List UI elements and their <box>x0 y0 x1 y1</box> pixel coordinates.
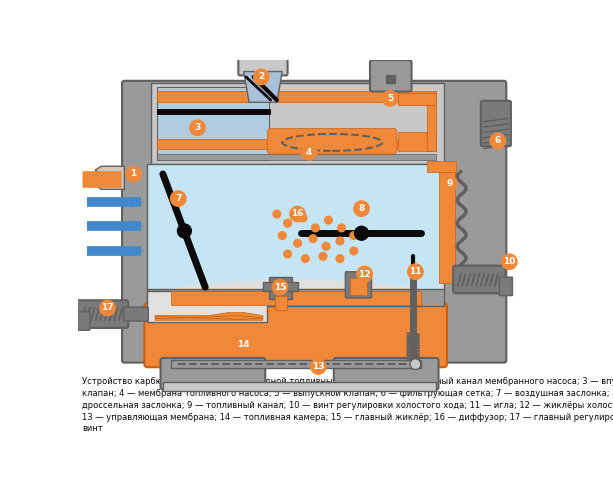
Polygon shape <box>244 72 282 102</box>
Circle shape <box>410 359 421 370</box>
Bar <box>158 91 436 102</box>
Text: 8: 8 <box>359 204 365 213</box>
FancyBboxPatch shape <box>145 304 447 367</box>
FancyBboxPatch shape <box>453 266 506 293</box>
Bar <box>158 140 436 148</box>
Text: 15: 15 <box>273 282 286 292</box>
Text: 11: 11 <box>409 267 422 276</box>
Circle shape <box>336 237 344 245</box>
Circle shape <box>350 232 357 239</box>
Circle shape <box>408 264 423 280</box>
FancyBboxPatch shape <box>161 358 265 390</box>
Circle shape <box>299 214 307 222</box>
Circle shape <box>490 133 506 148</box>
Text: 17: 17 <box>101 304 114 312</box>
FancyBboxPatch shape <box>151 83 444 164</box>
FancyBboxPatch shape <box>334 358 438 390</box>
Circle shape <box>278 232 286 239</box>
Circle shape <box>357 266 372 282</box>
Circle shape <box>354 226 368 240</box>
Bar <box>350 278 367 295</box>
Polygon shape <box>95 166 124 190</box>
FancyBboxPatch shape <box>238 53 287 76</box>
Text: 6: 6 <box>495 136 501 145</box>
Text: 4: 4 <box>306 148 313 157</box>
FancyBboxPatch shape <box>76 300 128 328</box>
Bar <box>386 76 395 83</box>
Text: 16: 16 <box>291 210 304 218</box>
Circle shape <box>170 191 186 206</box>
Circle shape <box>273 210 281 218</box>
FancyBboxPatch shape <box>268 128 397 154</box>
Circle shape <box>302 255 309 262</box>
Circle shape <box>254 69 269 84</box>
Text: 3: 3 <box>194 124 200 132</box>
Text: 9: 9 <box>446 178 452 188</box>
Circle shape <box>284 250 291 258</box>
Polygon shape <box>155 312 263 320</box>
Polygon shape <box>155 316 263 320</box>
Text: 10: 10 <box>503 257 516 266</box>
Circle shape <box>336 255 344 262</box>
Circle shape <box>236 337 251 352</box>
Text: Устройство карбюратора Walbro: 1 — входной топливный штуцер; 2 — импульсный кана: Устройство карбюратора Walbro: 1 — входн… <box>82 377 613 434</box>
FancyBboxPatch shape <box>148 164 444 291</box>
Bar <box>263 282 299 291</box>
Text: 13: 13 <box>312 362 325 371</box>
Circle shape <box>350 247 357 255</box>
Bar <box>163 382 436 391</box>
Bar <box>438 168 455 283</box>
Circle shape <box>319 252 327 260</box>
Circle shape <box>302 144 317 160</box>
Bar <box>158 110 272 116</box>
Circle shape <box>290 206 305 222</box>
Bar <box>398 132 436 151</box>
Circle shape <box>441 176 457 191</box>
Text: 14: 14 <box>237 340 250 349</box>
Circle shape <box>284 220 291 227</box>
FancyBboxPatch shape <box>370 60 411 92</box>
Bar <box>427 161 456 172</box>
Circle shape <box>190 120 205 136</box>
FancyBboxPatch shape <box>500 277 512 295</box>
Circle shape <box>126 166 142 182</box>
Bar <box>275 296 287 310</box>
Bar <box>269 277 292 298</box>
Circle shape <box>383 91 398 106</box>
FancyBboxPatch shape <box>345 272 371 298</box>
Circle shape <box>311 359 326 374</box>
FancyBboxPatch shape <box>148 291 267 322</box>
Circle shape <box>100 300 115 316</box>
Bar <box>170 291 421 305</box>
Text: 2: 2 <box>258 72 265 82</box>
Bar <box>148 290 444 306</box>
Text: 1: 1 <box>131 170 137 178</box>
Bar <box>158 154 436 160</box>
Circle shape <box>178 224 191 238</box>
Bar <box>170 360 421 368</box>
Circle shape <box>294 240 302 247</box>
Text: 5: 5 <box>387 94 393 103</box>
Text: 12: 12 <box>359 270 371 278</box>
Circle shape <box>309 235 317 242</box>
Circle shape <box>501 254 517 270</box>
Circle shape <box>338 224 345 232</box>
Circle shape <box>311 224 319 232</box>
FancyBboxPatch shape <box>481 101 511 146</box>
Circle shape <box>322 242 330 250</box>
Circle shape <box>354 201 369 216</box>
Bar <box>398 93 436 104</box>
Polygon shape <box>148 280 444 291</box>
FancyBboxPatch shape <box>124 307 148 321</box>
Bar <box>427 104 436 151</box>
Circle shape <box>324 216 332 224</box>
Polygon shape <box>408 337 419 349</box>
FancyBboxPatch shape <box>122 81 506 362</box>
Circle shape <box>272 280 287 295</box>
FancyBboxPatch shape <box>158 87 269 160</box>
FancyBboxPatch shape <box>77 312 89 330</box>
Text: 7: 7 <box>175 194 181 203</box>
